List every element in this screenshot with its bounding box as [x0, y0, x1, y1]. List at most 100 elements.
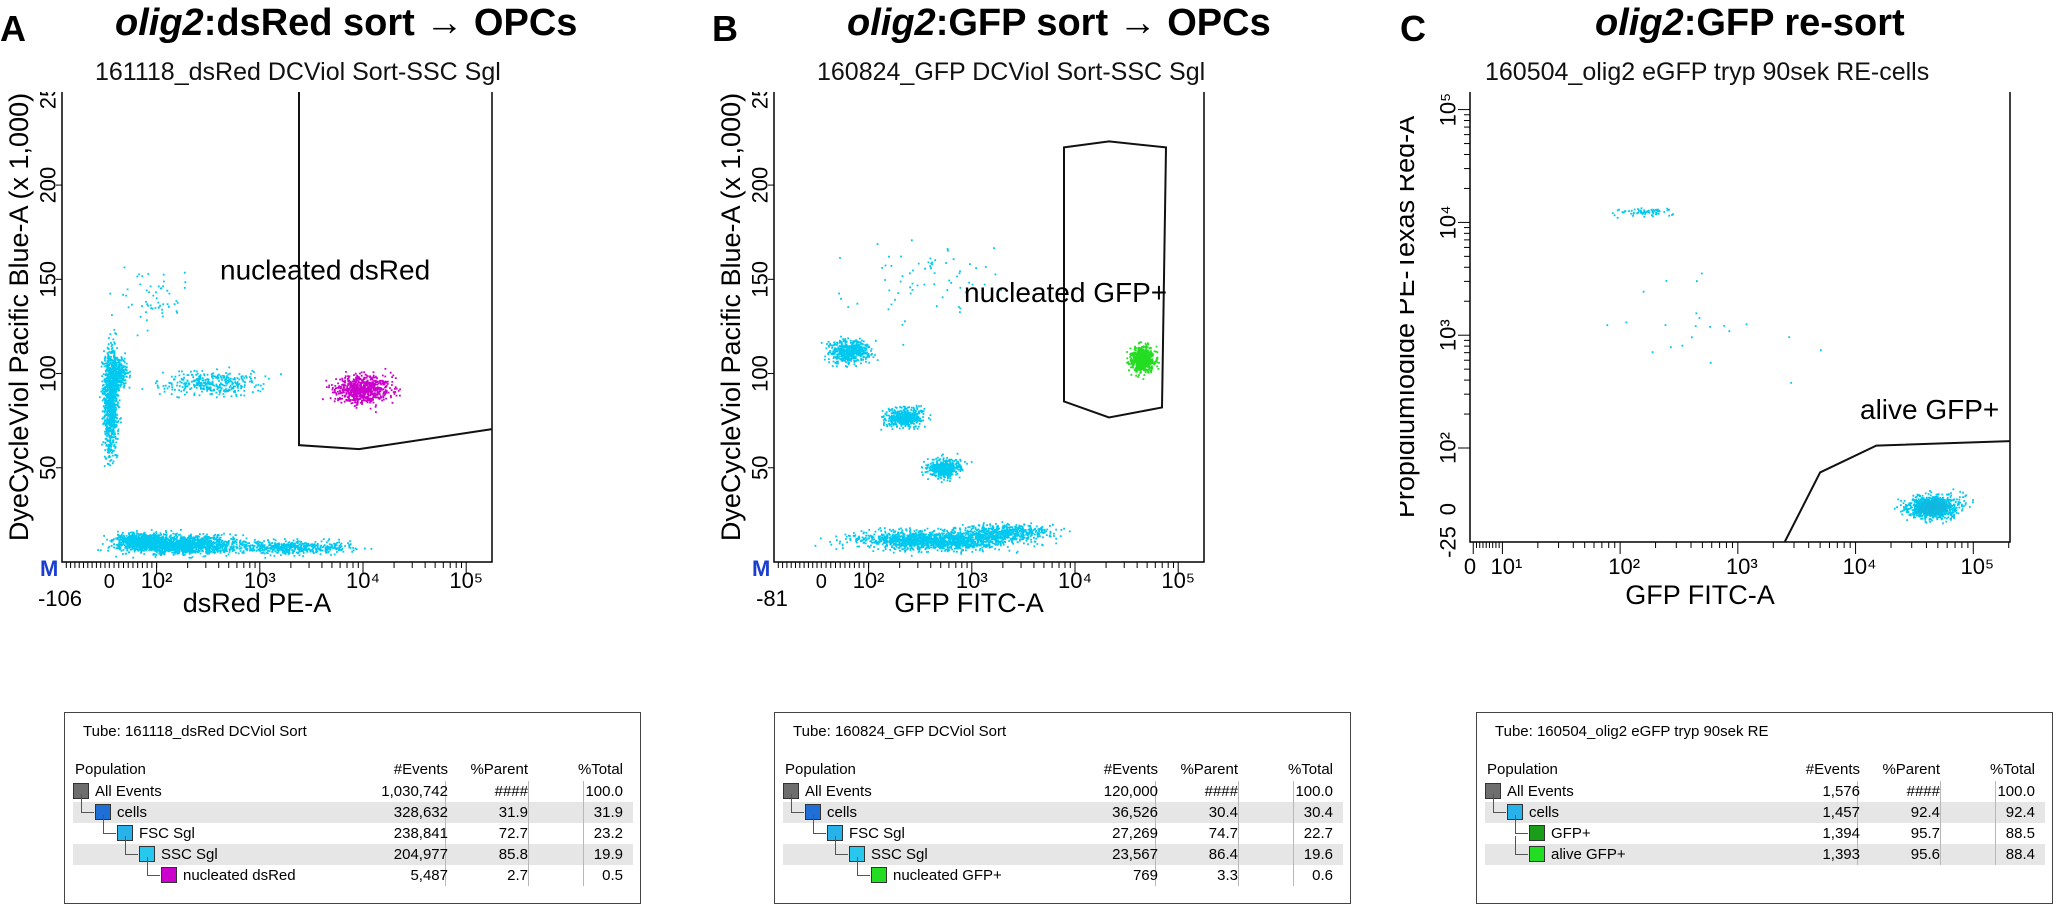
y-tick-label: 150	[748, 261, 773, 298]
column-divider	[583, 844, 584, 865]
y-tick-label: 50	[36, 456, 61, 480]
panel-title-rest: :GFP sort → OPCs	[935, 2, 1271, 44]
population-events: 23,567	[1112, 846, 1158, 863]
population-debris-tail-points	[203, 538, 373, 559]
population-total: 19.9	[593, 846, 623, 863]
population-cluster-1	[820, 335, 879, 368]
scatter-plot-b: 50 100 150 200 250 -81 10² 10³ 10⁴ 10⁵ 0 M GFP FITC-…	[716, 92, 1205, 618]
population-sparse	[109, 266, 187, 337]
population-name: All Events	[805, 783, 872, 800]
population-parent: 31.9	[498, 804, 528, 821]
population-total: 88.5	[2005, 825, 2035, 842]
axis-marker: M	[40, 556, 58, 581]
column-divider	[1857, 823, 1858, 844]
header-population: Population	[785, 761, 856, 778]
population-events: 120,000	[1103, 783, 1158, 800]
panel-letter: B	[712, 8, 738, 49]
y-tick-label: 10³	[1436, 319, 1461, 351]
x-tick-label: 10²	[141, 568, 173, 593]
column-divider	[1155, 844, 1156, 865]
population-parent: ####	[1204, 783, 1238, 800]
x-tick-label: 0	[816, 571, 827, 593]
gate-nucleated-gfp	[1063, 140, 1168, 419]
population-color-swatch	[1529, 846, 1545, 862]
population-spread	[129, 366, 282, 399]
column-divider	[583, 802, 584, 823]
population-events: 238,841	[393, 825, 448, 842]
header-parent: %Parent	[1882, 761, 1940, 778]
population-debris-core	[943, 521, 1071, 543]
population-table-a: Tube: 161118_dsRed DCViol Sort Population…	[64, 712, 641, 904]
x-tick-label: 10⁵	[1960, 554, 1994, 579]
population-name: SSC Sgl	[871, 846, 928, 863]
population-name: FSC Sgl	[139, 825, 195, 842]
population-total: 22.7	[1303, 825, 1333, 842]
column-divider	[583, 865, 584, 886]
population-cluster-3-points	[920, 452, 973, 484]
population-table-b: Tube: 160824_GFP DCViol Sort Population #E…	[774, 712, 1351, 904]
population-total: 0.5	[602, 867, 623, 884]
table-row: cells 36,526 30.4 30.4	[783, 794, 1343, 823]
tree-connector	[1493, 794, 1506, 813]
population-total: 23.2	[593, 825, 623, 842]
population-name: cells	[1529, 804, 1560, 821]
x-tick-label: 0	[1464, 554, 1476, 579]
tree-connector	[103, 815, 116, 834]
column-divider	[1155, 781, 1156, 802]
population-total: 19.6	[1303, 846, 1333, 863]
tree-connector	[147, 857, 160, 876]
population-parent: 85.8	[498, 846, 528, 863]
population-total: 31.9	[593, 804, 623, 821]
column-divider	[1155, 823, 1156, 844]
population-name: nucleated GFP+	[893, 867, 1002, 884]
x-tick-label: 10⁵	[449, 568, 483, 593]
panel-title-gene: olig2	[847, 2, 936, 44]
plot-frame	[773, 92, 1205, 563]
population-events: 1,457	[1822, 804, 1860, 821]
population-pi-high-points	[1611, 207, 1674, 219]
population-cluster-2	[880, 404, 932, 431]
population-pi-high	[1611, 207, 1674, 219]
y-tick-label: 150	[36, 261, 61, 298]
column-divider	[528, 844, 529, 865]
population-parent: 92.4	[1910, 804, 1940, 821]
population-debris-core-points	[110, 529, 185, 552]
x-tick-label: 10³	[244, 568, 276, 593]
column-divider	[445, 865, 446, 886]
population-events: 27,269	[1112, 825, 1158, 842]
tree-connector	[125, 836, 138, 855]
population-parent: ####	[1906, 783, 1940, 800]
table-row: All Events 1,030,742 #### 100.0	[73, 781, 633, 802]
population-debris	[814, 527, 1058, 557]
population-parent: 95.7	[1910, 825, 1940, 842]
header-parent: %Parent	[1180, 761, 1238, 778]
header-events: #Events	[393, 761, 448, 778]
population-debris	[97, 528, 264, 559]
column-divider	[1995, 802, 1996, 823]
column-divider	[1238, 823, 1239, 844]
gate-label: nucleated dsRed	[220, 254, 430, 285]
population-total: 92.4	[2005, 804, 2035, 821]
column-divider	[1940, 802, 1941, 823]
population-parent: ####	[494, 783, 528, 800]
tree-connector	[813, 815, 826, 834]
population-color-swatch	[161, 867, 177, 883]
plot-frame	[1469, 92, 2011, 543]
header-population: Population	[1487, 761, 1558, 778]
table-row: cells 328,632 31.9 31.9	[73, 794, 633, 823]
population-events: 769	[1132, 867, 1158, 884]
population-sparse-points	[109, 266, 187, 337]
column-divider	[583, 781, 584, 802]
panel-letter: A	[0, 8, 26, 49]
column-divider	[1238, 802, 1239, 823]
population-total: 88.4	[2005, 846, 2035, 863]
population-name: All Events	[95, 783, 162, 800]
column-divider	[445, 844, 446, 865]
column-divider	[1238, 865, 1239, 886]
gate-label: alive GFP+	[1860, 394, 1999, 425]
column-divider	[445, 802, 446, 823]
table-row: FSC Sgl 238,841 72.7 23.2	[73, 815, 633, 844]
x-tick-label: -81	[756, 586, 788, 611]
